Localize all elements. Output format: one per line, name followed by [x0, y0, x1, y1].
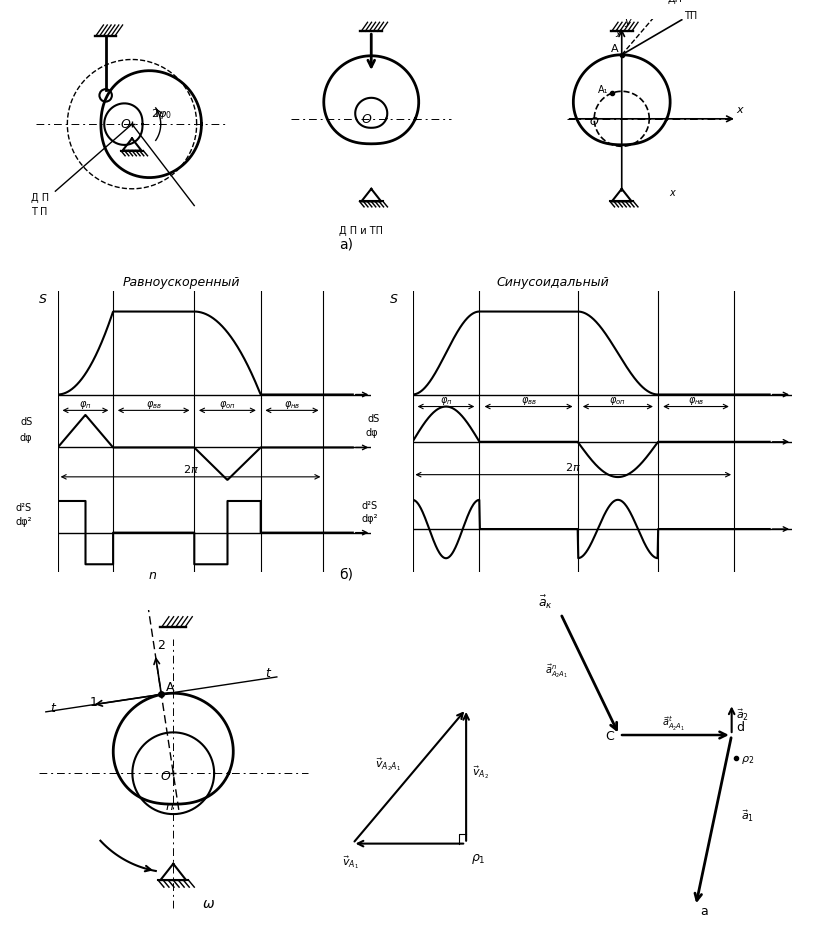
Text: $\vec{v}_{A_1}$: $\vec{v}_{A_1}$	[342, 854, 360, 870]
Text: dφ: dφ	[365, 428, 378, 438]
Text: $2\pi$: $2\pi$	[182, 462, 199, 475]
Text: y: y	[625, 17, 631, 27]
Text: $\varphi_{оп}$: $\varphi_{оп}$	[219, 399, 236, 411]
Text: $2\varphi_0$: $2\varphi_0$	[151, 107, 172, 121]
Text: C: C	[606, 730, 615, 743]
Text: t: t	[50, 702, 55, 715]
Text: n: n	[166, 800, 174, 813]
Text: 1: 1	[89, 696, 97, 709]
Text: S: S	[390, 294, 398, 306]
Text: O: O	[361, 113, 371, 126]
Text: $\varphi_{вв}$: $\varphi_{вв}$	[145, 399, 162, 411]
Text: d: d	[736, 720, 744, 734]
Text: $\vec{v}_{A_2 A_1}$: $\vec{v}_{A_2 A_1}$	[375, 757, 401, 774]
Text: $\varphi_{нв}$: $\varphi_{нв}$	[284, 399, 300, 411]
Text: $\vec{a}^n_{A_2 A_1}$: $\vec{a}^n_{A_2 A_1}$	[544, 663, 568, 680]
Text: $\rho_2$: $\rho_2$	[741, 754, 754, 766]
Text: S: S	[40, 294, 47, 306]
Text: dφ: dφ	[19, 432, 31, 443]
Text: dS: dS	[368, 414, 380, 424]
Text: $\vec{a}_\kappa$: $\vec{a}_\kappa$	[538, 594, 553, 611]
Text: O: O	[120, 118, 130, 131]
Text: x: x	[669, 189, 675, 198]
Text: ТП: ТП	[684, 10, 697, 21]
Text: dS: dS	[21, 416, 33, 427]
Text: $\rho_1$: $\rho_1$	[470, 852, 485, 866]
Text: $\varphi_{вв}$: $\varphi_{вв}$	[521, 395, 536, 406]
Text: A: A	[610, 44, 619, 54]
Text: Равноускоренный: Равноускоренный	[123, 276, 240, 289]
Text: ДП: ДП	[667, 0, 683, 5]
Text: x: x	[736, 105, 742, 114]
Text: 2: 2	[158, 640, 165, 652]
Text: Д П и ТП: Д П и ТП	[339, 226, 383, 235]
Text: $\vec{a}^t_{A_2 A_1}$: $\vec{a}^t_{A_2 A_1}$	[662, 715, 685, 734]
Text: Синусоидальный: Синусоидальный	[497, 276, 609, 289]
Text: $\varphi_п$: $\varphi_п$	[79, 399, 92, 411]
Text: $\varphi_п$: $\varphi_п$	[440, 395, 452, 406]
Text: d²S: d²S	[361, 501, 377, 511]
Text: $\varphi_{нв}$: $\varphi_{нв}$	[688, 395, 705, 406]
Text: Т П: Т П	[31, 207, 48, 217]
Text: $\vec{a}_1$: $\vec{a}_1$	[741, 809, 754, 825]
Text: $\vec{a}_2$: $\vec{a}_2$	[736, 707, 749, 723]
Text: $\omega$: $\omega$	[202, 897, 215, 911]
Text: y: y	[615, 27, 621, 37]
Text: d²S: d²S	[16, 503, 31, 513]
Text: б): б)	[340, 567, 353, 582]
Text: t: t	[265, 667, 270, 680]
Text: n: n	[148, 568, 157, 582]
Text: A: A	[166, 682, 175, 694]
Text: dφ²: dφ²	[16, 517, 32, 527]
Text: $\vec{v}_{A_2}$: $\vec{v}_{A_2}$	[472, 764, 488, 781]
Text: $2\pi$: $2\pi$	[565, 461, 581, 473]
Text: a: a	[700, 905, 708, 918]
Text: а): а)	[340, 237, 353, 251]
Text: O: O	[160, 770, 170, 783]
Text: Д П: Д П	[31, 193, 50, 203]
Text: dφ²: dφ²	[361, 514, 378, 523]
Text: A₁: A₁	[598, 85, 608, 95]
Text: O: O	[589, 117, 598, 127]
Text: $\varphi_{оп}$: $\varphi_{оп}$	[610, 395, 626, 406]
